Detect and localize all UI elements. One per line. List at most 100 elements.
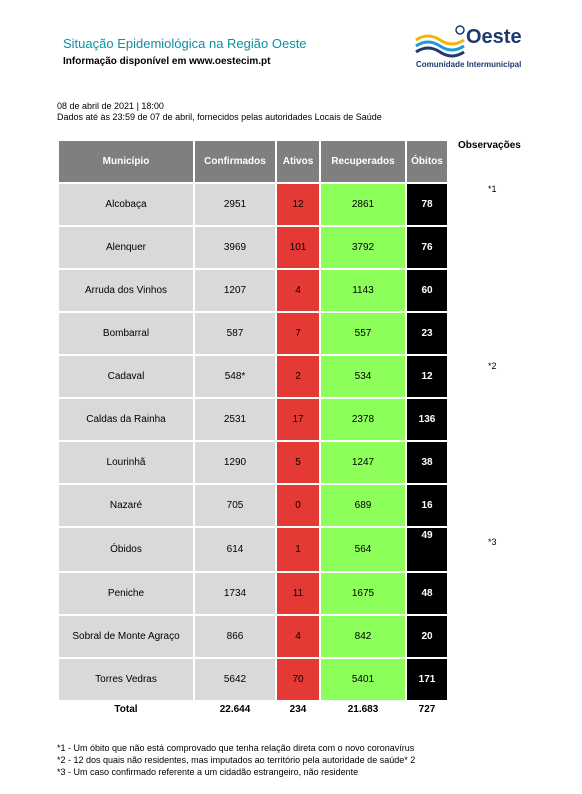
observation-mark: *2: [488, 361, 497, 371]
cell-obitos: 48: [407, 573, 447, 614]
logo-tagline: Comunidade Intermunicipal: [416, 60, 522, 69]
cell-municipio: Arruda dos Vinhos: [59, 270, 193, 311]
table-row: Arruda dos Vinhos 1207 4 1143 60: [59, 270, 447, 311]
cell-ativos: 7: [277, 313, 319, 354]
table-row: Lourinhã 1290 5 1247 38: [59, 442, 447, 483]
cell-obitos: 20: [407, 616, 447, 657]
cell-recuperados: 2861: [321, 184, 405, 225]
cell-recuperados: 1143: [321, 270, 405, 311]
report-date: 08 de abril de 2021 | 18:00: [57, 101, 164, 111]
table-row: Óbidos 614 1 564 49: [59, 528, 447, 571]
cell-confirmados: 705: [195, 485, 275, 526]
total-confirmados: 22.644: [195, 702, 275, 716]
cell-confirmados: 3969: [195, 227, 275, 268]
cell-recuperados: 534: [321, 356, 405, 397]
cell-confirmados: 1207: [195, 270, 275, 311]
cell-recuperados: 564: [321, 528, 405, 571]
table-row: Peniche 1734 11 1675 48: [59, 573, 447, 614]
cell-ativos: 4: [277, 616, 319, 657]
cell-recuperados: 1247: [321, 442, 405, 483]
table-row: Sobral de Monte Agraço 866 4 842 20: [59, 616, 447, 657]
total-obitos: 727: [407, 702, 447, 716]
cell-municipio: Nazaré: [59, 485, 193, 526]
table-row: Caldas da Rainha 2531 17 2378 136: [59, 399, 447, 440]
cell-recuperados: 2378: [321, 399, 405, 440]
observation-mark: *1: [488, 184, 497, 194]
cell-ativos: 5: [277, 442, 319, 483]
cell-recuperados: 3792: [321, 227, 405, 268]
cell-municipio: Bombarral: [59, 313, 193, 354]
cell-ativos: 1: [277, 528, 319, 571]
cell-confirmados: 2951: [195, 184, 275, 225]
cell-ativos: 101: [277, 227, 319, 268]
logo-waves-icon: [415, 25, 465, 58]
total-recuperados: 21.683: [321, 702, 405, 716]
cell-confirmados: 2531: [195, 399, 275, 440]
header-obitos: Óbitos: [407, 141, 447, 182]
cell-confirmados: 5642: [195, 659, 275, 700]
observations-title: Observações: [458, 140, 521, 151]
table-row: Alenquer 3969 101 3792 76: [59, 227, 447, 268]
cell-recuperados: 689: [321, 485, 405, 526]
cell-recuperados: 1675: [321, 573, 405, 614]
cell-obitos: 12: [407, 356, 447, 397]
cell-confirmados: 1734: [195, 573, 275, 614]
footnote: *1 - Um óbito que não está comprovado qu…: [57, 743, 415, 753]
cell-ativos: 4: [277, 270, 319, 311]
cell-municipio: Alenquer: [59, 227, 193, 268]
cell-obitos: 49: [407, 528, 447, 571]
table-header-row: Município Confirmados Ativos Recuperados…: [59, 141, 447, 182]
cell-recuperados: 842: [321, 616, 405, 657]
cell-municipio: Caldas da Rainha: [59, 399, 193, 440]
total-label: Total: [59, 702, 193, 716]
cell-confirmados: 866: [195, 616, 275, 657]
cell-municipio: Alcobaça: [59, 184, 193, 225]
header-recuperados: Recuperados: [321, 141, 405, 182]
cell-obitos: 16: [407, 485, 447, 526]
table-row: Torres Vedras 5642 70 5401 171: [59, 659, 447, 700]
footnote: *2 - 12 dos quais não residentes, mas im…: [57, 755, 416, 765]
cell-recuperados: 557: [321, 313, 405, 354]
table-row: Alcobaça 2951 12 2861 78: [59, 184, 447, 225]
cell-municipio: Peniche: [59, 573, 193, 614]
cell-obitos: 136: [407, 399, 447, 440]
cell-ativos: 17: [277, 399, 319, 440]
logo-name: Oeste: [466, 26, 522, 48]
cell-municipio: Torres Vedras: [59, 659, 193, 700]
cell-ativos: 0: [277, 485, 319, 526]
cell-confirmados: 1290: [195, 442, 275, 483]
footnote: *3 - Um caso confirmado referente a um c…: [57, 767, 359, 777]
cell-obitos: 76: [407, 227, 447, 268]
cell-obitos: 23: [407, 313, 447, 354]
cell-municipio: Cadaval: [59, 356, 193, 397]
page-subtitle: Informação disponível em www.oestecim.pt: [63, 56, 271, 67]
cell-obitos: 38: [407, 442, 447, 483]
table-row: Cadaval 548* 2 534 12: [59, 356, 447, 397]
cell-obitos: 60: [407, 270, 447, 311]
table-total-row: Total 22.644 234 21.683 727: [59, 702, 447, 716]
oeste-logo: Oeste Comunidade Intermunicipal: [414, 24, 534, 74]
cell-municipio: Lourinhã: [59, 442, 193, 483]
total-ativos: 234: [277, 702, 319, 716]
footnotes: *1 - Um óbito que não está comprovado qu…: [57, 742, 415, 778]
table-row: Nazaré 705 0 689 16: [59, 485, 447, 526]
header-municipio: Município: [59, 141, 193, 182]
cell-municipio: Sobral de Monte Agraço: [59, 616, 193, 657]
cell-ativos: 12: [277, 184, 319, 225]
header-ativos: Ativos: [277, 141, 319, 182]
observation-mark: *3: [488, 537, 497, 547]
cell-confirmados: 614: [195, 528, 275, 571]
page-title: Situação Epidemiológica na Região Oeste: [63, 36, 307, 51]
cell-recuperados: 5401: [321, 659, 405, 700]
cell-obitos: 78: [407, 184, 447, 225]
cell-confirmados: 548*: [195, 356, 275, 397]
cell-ativos: 70: [277, 659, 319, 700]
cell-ativos: 2: [277, 356, 319, 397]
cell-confirmados: 587: [195, 313, 275, 354]
report-source-note: Dados até às 23:59 de 07 de abril, forne…: [57, 112, 382, 122]
cell-obitos: 171: [407, 659, 447, 700]
cell-municipio: Óbidos: [59, 528, 193, 571]
epidemiology-table: Município Confirmados Ativos Recuperados…: [57, 139, 449, 718]
table-row: Bombarral 587 7 557 23: [59, 313, 447, 354]
cell-ativos: 11: [277, 573, 319, 614]
